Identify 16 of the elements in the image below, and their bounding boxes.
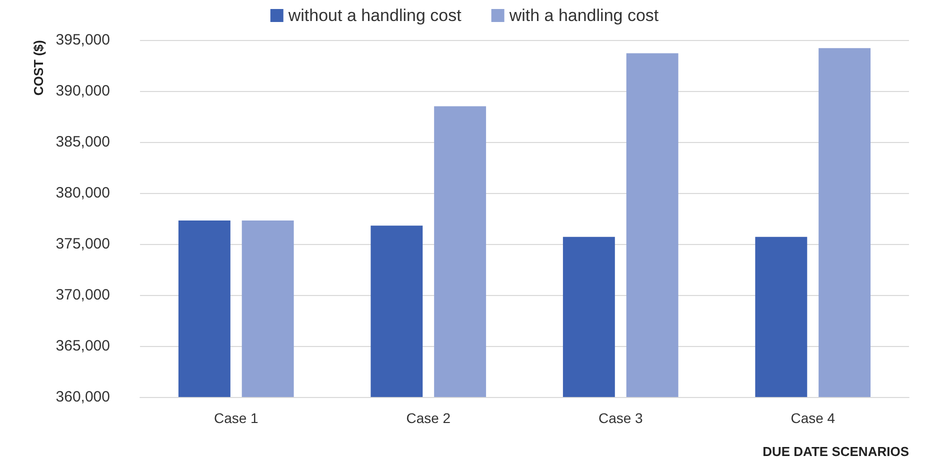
x-tick-label: Case 4 bbox=[790, 410, 836, 426]
y-tick-label: 360,000 bbox=[56, 388, 110, 406]
legend-label: without a handling cost bbox=[287, 6, 462, 25]
legend-label: with a handling cost bbox=[508, 6, 659, 25]
y-tick-label: 375,000 bbox=[56, 236, 110, 252]
x-axis-title: DUE DATE SCENARIOS bbox=[762, 444, 910, 459]
x-tick-label: Case 1 bbox=[214, 410, 259, 426]
y-tick-label: 390,000 bbox=[56, 82, 110, 100]
x-tick-label: Case 2 bbox=[406, 410, 451, 426]
y-tick-label: 380,000 bbox=[56, 184, 110, 202]
y-tick-label: 370,000 bbox=[56, 286, 110, 304]
y-axis-title: COST ($) bbox=[31, 40, 46, 96]
y-tick-label: 395,000 bbox=[56, 32, 110, 48]
y-tick-label: 365,000 bbox=[56, 338, 110, 354]
y-tick-label: 385,000 bbox=[56, 134, 110, 150]
x-tick-label: Case 3 bbox=[598, 410, 644, 426]
